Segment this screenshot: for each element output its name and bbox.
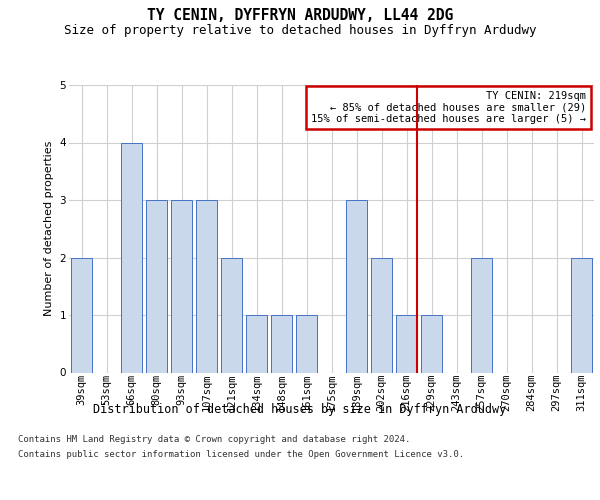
- Bar: [171, 200, 192, 372]
- Bar: [71, 258, 92, 372]
- Bar: [421, 315, 442, 372]
- Text: TY CENIN: 219sqm
← 85% of detached houses are smaller (29)
15% of semi-detached : TY CENIN: 219sqm ← 85% of detached house…: [311, 91, 586, 124]
- Text: Contains HM Land Registry data © Crown copyright and database right 2024.: Contains HM Land Registry data © Crown c…: [18, 435, 410, 444]
- Bar: [121, 142, 142, 372]
- Bar: [296, 315, 317, 372]
- Text: TY CENIN, DYFFRYN ARDUDWY, LL44 2DG: TY CENIN, DYFFRYN ARDUDWY, LL44 2DG: [147, 8, 453, 22]
- Bar: [471, 258, 492, 372]
- Bar: [571, 258, 592, 372]
- Bar: [196, 200, 217, 372]
- Bar: [371, 258, 392, 372]
- Y-axis label: Number of detached properties: Number of detached properties: [44, 141, 54, 316]
- Bar: [246, 315, 267, 372]
- Text: Contains public sector information licensed under the Open Government Licence v3: Contains public sector information licen…: [18, 450, 464, 459]
- Bar: [396, 315, 417, 372]
- Bar: [146, 200, 167, 372]
- Text: Distribution of detached houses by size in Dyffryn Ardudwy: Distribution of detached houses by size …: [94, 402, 506, 415]
- Bar: [346, 200, 367, 372]
- Text: Size of property relative to detached houses in Dyffryn Ardudwy: Size of property relative to detached ho…: [64, 24, 536, 37]
- Bar: [221, 258, 242, 372]
- Bar: [271, 315, 292, 372]
